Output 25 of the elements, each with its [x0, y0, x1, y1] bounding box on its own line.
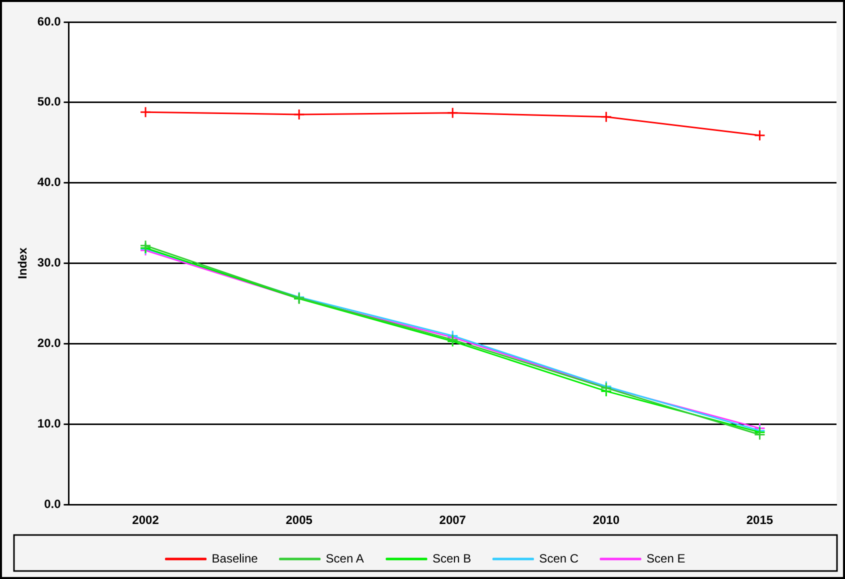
legend-label: Scen E: [646, 551, 686, 566]
y-axis-title: Index: [16, 247, 30, 279]
point: [140, 240, 152, 252]
y-tick-label: 10.0: [37, 416, 62, 430]
y-tick-label: 0.0: [44, 496, 62, 511]
x-tick-label: 2015: [746, 513, 774, 528]
y-tick-label: 20.0: [37, 336, 62, 350]
point: [140, 106, 152, 118]
y-tick-label: 60.0: [37, 14, 62, 28]
x-tick-label: 2007: [439, 513, 466, 528]
y-tick-label: 50.0: [37, 94, 62, 109]
legend-label: Scen C: [539, 551, 579, 566]
point: [446, 107, 458, 119]
legend-label: Baseline: [212, 551, 258, 566]
legend-label: Scen A: [326, 551, 364, 566]
point: [754, 130, 766, 142]
point: [293, 108, 305, 120]
x-tick-label: 2005: [286, 513, 313, 528]
point: [600, 111, 612, 123]
point: [754, 428, 766, 440]
y-tick-label: 30.0: [37, 256, 62, 270]
x-tick-label: 2010: [592, 513, 620, 528]
x-tick-label: 2002: [132, 513, 160, 528]
legend-label: Scen B: [432, 551, 472, 566]
y-tick-label: 40.0: [37, 175, 62, 190]
